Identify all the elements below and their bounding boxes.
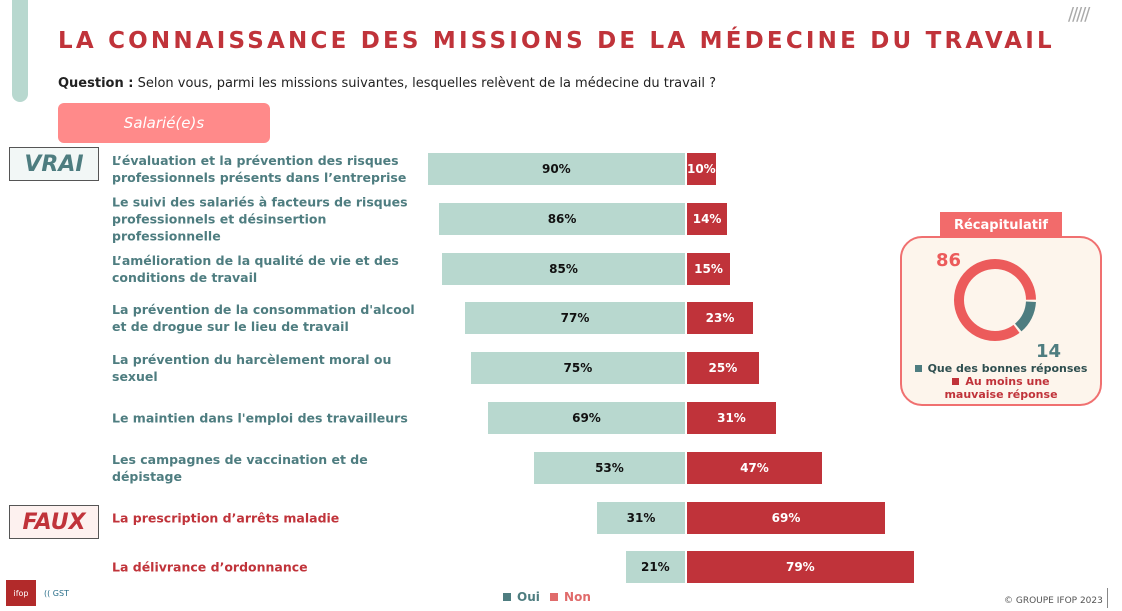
category-label: La délivrance d’ordonnance — [112, 559, 308, 575]
legend-good-text: Que des bonnes réponses — [927, 362, 1088, 375]
bar-non: 25% — [687, 352, 759, 385]
bar-oui: 86% — [439, 202, 685, 235]
bar-non: 15% — [687, 252, 731, 285]
bar-non: 31% — [687, 402, 776, 434]
category-label: La prévention du harcèlement moral ou se… — [112, 352, 392, 385]
category-label: La prévention de la consommation d'alcoo… — [112, 302, 415, 335]
bar-oui: 53% — [533, 451, 685, 484]
bar-non: 23% — [687, 302, 753, 335]
category-label: Le maintien dans l'emploi des travailleu… — [112, 410, 408, 426]
category-label: Les campagnes de vaccination et de dépis… — [112, 451, 368, 484]
question-text: Selon vous, parmi les missions suivantes… — [133, 76, 717, 91]
bar-oui: 21% — [625, 551, 685, 584]
accent-bar — [12, 0, 28, 102]
bar-oui: 77% — [465, 302, 685, 335]
segment-badge: Salarié(e)s — [58, 103, 270, 143]
bar-oui: 69% — [487, 402, 685, 434]
category-label: Le suivi des salariés à facteurs de risq… — [112, 194, 408, 244]
bar-non: 79% — [687, 551, 914, 584]
recap-value-bad: 86 — [936, 250, 962, 271]
recap-donut — [954, 259, 1036, 341]
bar-oui: 85% — [442, 252, 685, 285]
bar-oui: 31% — [597, 501, 685, 534]
legend-non: Non — [564, 590, 591, 604]
category-label: La prescription d’arrêts maladie — [112, 510, 340, 526]
donut-slice — [1014, 301, 1036, 332]
copyright: © GROUPE IFOP 2023 — [1004, 596, 1103, 606]
page-title: LA CONNAISSANCE DES MISSIONS DE LA MÉDEC… — [58, 28, 1055, 54]
bar-oui: 90% — [427, 153, 685, 185]
legend-oui-icon — [503, 593, 511, 601]
donut-slice — [954, 259, 1036, 341]
legend-square-icon — [952, 378, 960, 385]
gst-logo: (( GST — [44, 588, 69, 598]
ifop-logo: ifop — [6, 580, 36, 606]
vrai-tag: VRAI — [9, 147, 99, 181]
legend-bad: Au moins une mauvaise réponse — [902, 375, 1100, 401]
recap-value-good: 14 — [1036, 341, 1062, 362]
category-label: L’évaluation et la prévention des risque… — [112, 153, 407, 185]
question-label: Question : — [58, 76, 134, 91]
divider — [1107, 588, 1108, 608]
category-label: L’amélioration de la qualité de vie et d… — [112, 252, 399, 285]
bar-oui: 75% — [470, 352, 685, 385]
faux-tag: FAUX — [9, 505, 99, 539]
legend-bad-text: Au moins une mauvaise réponse — [944, 375, 1058, 401]
bar-non: 10% — [687, 153, 716, 185]
bar-non: 47% — [687, 451, 822, 484]
chart-legend: Oui Non — [503, 590, 591, 604]
legend-good: Que des bonnes réponses — [902, 362, 1100, 375]
bar-non: 69% — [687, 501, 886, 534]
legend-square-icon — [914, 365, 922, 372]
bar-non: 14% — [687, 202, 728, 235]
question: Question : Selon vous, parmi les mission… — [58, 76, 716, 91]
recap-title: Récapitulatif — [940, 212, 1062, 238]
decorative-stripes: ///// — [1068, 4, 1090, 25]
legend-non-icon — [550, 593, 559, 601]
legend-oui: Oui — [517, 590, 540, 604]
